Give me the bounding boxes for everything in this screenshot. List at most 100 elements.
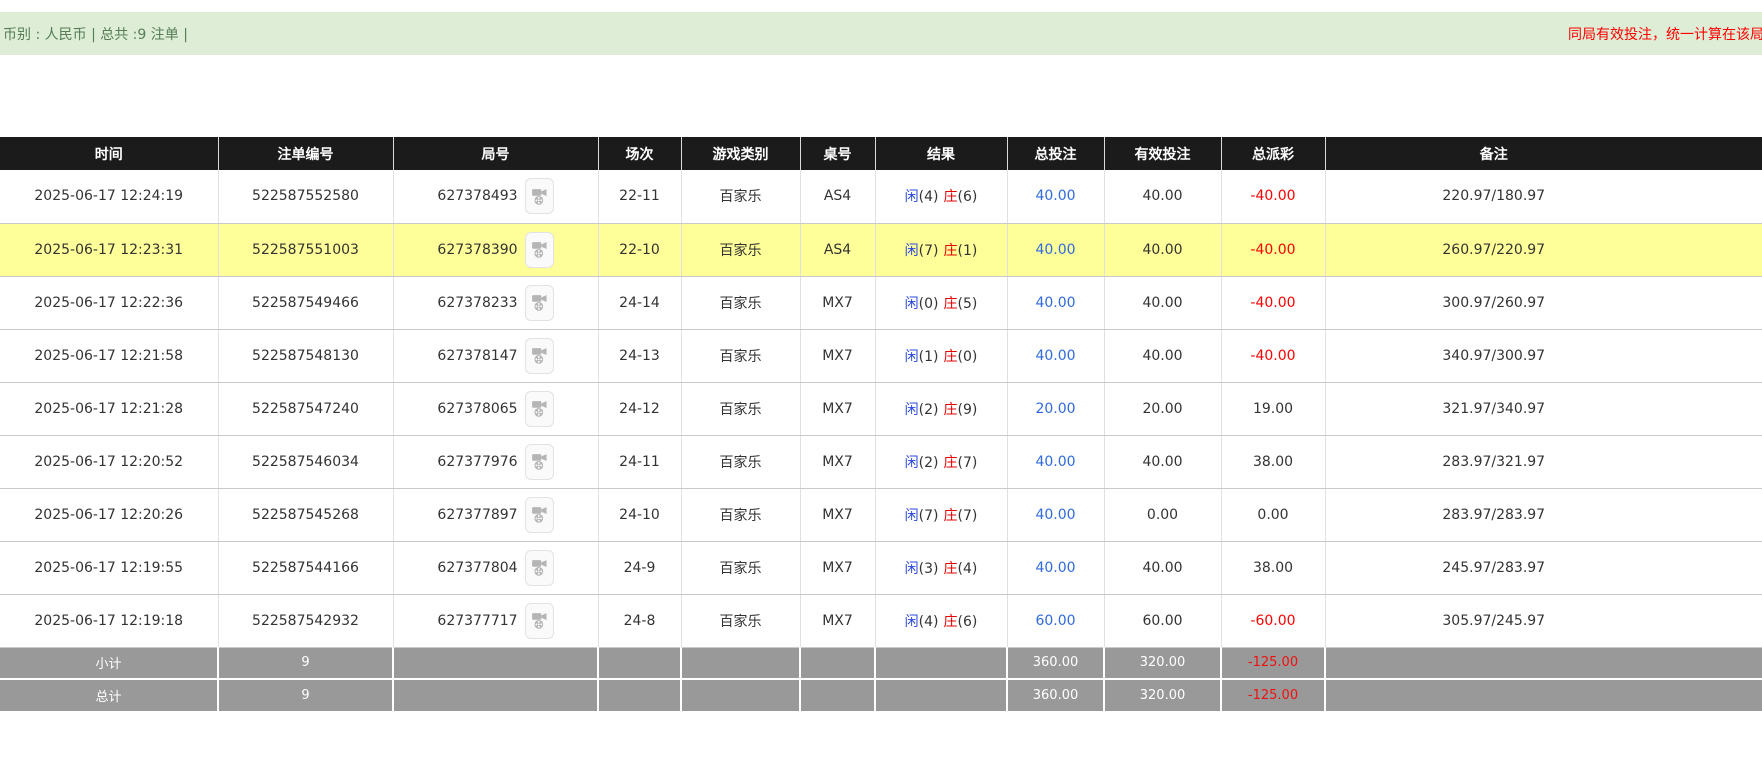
total-bet-link[interactable]: 40.00 — [1035, 241, 1076, 258]
table-row[interactable]: 2025-06-17 12:21:28 522587547240 6273780… — [0, 382, 1762, 436]
table-row[interactable]: 2025-06-17 12:19:18 522587542932 6273777… — [0, 594, 1762, 648]
table-row[interactable]: 2025-06-17 12:19:55 522587544166 6273778… — [0, 541, 1762, 595]
summary-empty-cell — [393, 678, 599, 711]
cell-result: 闲(7) 庄(1) — [875, 223, 1008, 277]
total-bet-link[interactable]: 20.00 — [1035, 400, 1076, 417]
cell-remark: 283.97/283.97 — [1325, 488, 1762, 542]
video-replay-button[interactable] — [524, 284, 554, 321]
result-player-label: 闲 — [904, 401, 919, 418]
cell-payout: -60.00 — [1221, 594, 1326, 648]
cell-time: 2025-06-17 12:19:18 — [0, 594, 219, 648]
total-bet-link[interactable]: 40.00 — [1035, 188, 1076, 205]
cell-time: 2025-06-17 12:19:55 — [0, 541, 219, 595]
result-player-score: (7) — [918, 242, 939, 259]
video-replay-button[interactable] — [524, 496, 554, 533]
summary-label: 总计 — [0, 678, 219, 711]
video-replay-icon — [531, 454, 547, 470]
total-bet-link[interactable]: 40.00 — [1035, 294, 1076, 311]
video-replay-button[interactable] — [524, 549, 554, 586]
cell-table-no: MX7 — [800, 382, 876, 436]
cell-bet-id: 522587545268 — [218, 488, 394, 542]
cell-table-no: MX7 — [800, 329, 876, 383]
summary-label: 小计 — [0, 646, 219, 679]
cell-table-no: MX7 — [800, 488, 876, 542]
table-row[interactable]: 2025-06-17 12:22:36 522587549466 6273782… — [0, 276, 1762, 330]
result-banker-score: (9) — [957, 401, 978, 418]
col-header-remark: 备注 — [1325, 137, 1762, 170]
cell-remark: 340.97/300.97 — [1325, 329, 1762, 383]
cell-session: 24-13 — [598, 329, 682, 383]
cell-bet-id: 522587542932 — [218, 594, 394, 648]
cell-round-id: 627378065 — [393, 382, 599, 436]
result-banker-label: 庄 — [943, 454, 958, 471]
result-player-score: (0) — [918, 295, 939, 312]
cell-session: 24-9 — [598, 541, 682, 595]
table-row[interactable]: 2025-06-17 12:24:19 522587552580 6273784… — [0, 170, 1762, 224]
cell-valid-bet: 40.00 — [1104, 541, 1222, 595]
cell-total-bet: 20.00 — [1007, 382, 1105, 436]
total-bet-link[interactable]: 40.00 — [1035, 559, 1076, 576]
table-row[interactable]: 2025-06-17 12:20:52 522587546034 6273779… — [0, 435, 1762, 489]
cell-session: 24-8 — [598, 594, 682, 648]
cell-payout: -40.00 — [1221, 170, 1326, 224]
cell-total-bet: 40.00 — [1007, 276, 1105, 330]
video-replay-button[interactable] — [524, 602, 554, 639]
cell-total-bet: 40.00 — [1007, 541, 1105, 595]
round-id-text: 627378390 — [437, 241, 518, 258]
video-replay-button[interactable] — [524, 337, 554, 374]
table-row[interactable]: 2025-06-17 12:23:31 522587551003 6273783… — [0, 223, 1762, 277]
cell-valid-bet: 40.00 — [1104, 170, 1222, 224]
cell-payout: 38.00 — [1221, 541, 1326, 595]
cell-remark: 321.97/340.97 — [1325, 382, 1762, 436]
cell-result: 闲(1) 庄(0) — [875, 329, 1008, 383]
cell-remark: 305.97/245.97 — [1325, 594, 1762, 648]
video-replay-button[interactable] — [524, 178, 554, 215]
cell-valid-bet: 0.00 — [1104, 488, 1222, 542]
summary-empty-cell — [800, 646, 876, 679]
result-player-score: (4) — [918, 189, 939, 206]
result-player-score: (1) — [918, 348, 939, 365]
table-row[interactable]: 2025-06-17 12:20:26 522587545268 6273778… — [0, 488, 1762, 542]
result-player-score: (2) — [918, 401, 939, 418]
cell-time: 2025-06-17 12:21:58 — [0, 329, 219, 383]
cell-total-bet: 40.00 — [1007, 488, 1105, 542]
video-replay-icon — [531, 560, 547, 576]
result-banker-label: 庄 — [943, 242, 958, 259]
cell-session: 24-12 — [598, 382, 682, 436]
cell-time: 2025-06-17 12:22:36 — [0, 276, 219, 330]
total-bet-link[interactable]: 40.00 — [1035, 506, 1076, 523]
result-banker-label: 庄 — [943, 613, 958, 630]
cell-time: 2025-06-17 12:23:31 — [0, 223, 219, 277]
cell-game-type: 百家乐 — [681, 594, 801, 648]
result-banker-score: (1) — [957, 242, 978, 259]
result-banker-score: (5) — [957, 295, 978, 312]
table-row[interactable]: 2025-06-17 12:21:58 522587548130 6273781… — [0, 329, 1762, 383]
total-bet-link[interactable]: 40.00 — [1035, 453, 1076, 470]
result-player-score: (2) — [918, 454, 939, 471]
summary-valid-bet: 320.00 — [1104, 646, 1222, 679]
video-replay-button[interactable] — [524, 390, 554, 427]
result-player-label: 闲 — [904, 560, 919, 577]
col-header-game-type: 游戏类别 — [681, 137, 801, 170]
cell-time: 2025-06-17 12:21:28 — [0, 382, 219, 436]
round-id-text: 627378233 — [437, 294, 518, 311]
summary-empty-cell — [875, 646, 1008, 679]
video-replay-button[interactable] — [524, 231, 554, 268]
cell-session: 22-11 — [598, 170, 682, 224]
total-bet-link[interactable]: 40.00 — [1035, 347, 1076, 364]
round-id-text: 627377976 — [437, 453, 518, 470]
cell-session: 24-11 — [598, 435, 682, 489]
summary-valid-bet: 320.00 — [1104, 678, 1222, 711]
cell-remark: 300.97/260.97 — [1325, 276, 1762, 330]
video-replay-icon — [531, 242, 547, 258]
cell-bet-id: 522587546034 — [218, 435, 394, 489]
video-replay-button[interactable] — [524, 443, 554, 480]
summary-total-bet: 360.00 — [1007, 646, 1105, 679]
total-bet-link[interactable]: 60.00 — [1035, 612, 1076, 629]
result-player-score: (7) — [918, 507, 939, 524]
cell-round-id: 627377897 — [393, 488, 599, 542]
col-header-table-no: 桌号 — [800, 137, 876, 170]
video-replay-icon — [531, 188, 547, 205]
summary-row: 小计 9 360.00 320.00 -125.00 — [0, 646, 1762, 679]
cell-table-no: MX7 — [800, 276, 876, 330]
